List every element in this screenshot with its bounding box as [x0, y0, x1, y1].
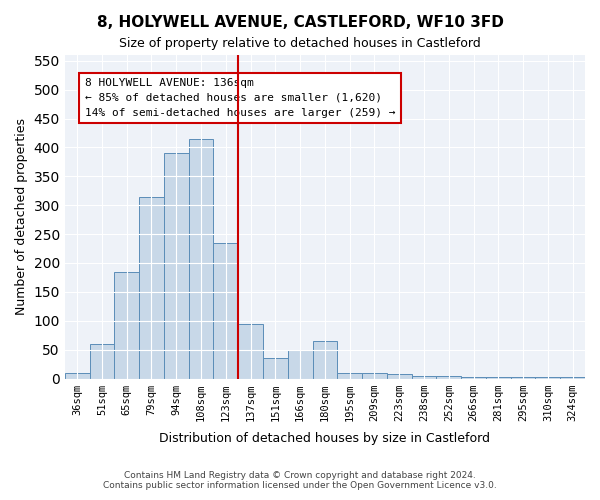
Text: 8 HOLYWELL AVENUE: 136sqm
← 85% of detached houses are smaller (1,620)
14% of se: 8 HOLYWELL AVENUE: 136sqm ← 85% of detac… — [85, 78, 395, 118]
Bar — [139, 196, 164, 378]
Bar — [288, 350, 313, 378]
Bar — [89, 344, 115, 378]
Text: Contains HM Land Registry data © Crown copyright and database right 2024.
Contai: Contains HM Land Registry data © Crown c… — [103, 470, 497, 490]
X-axis label: Distribution of detached houses by size in Castleford: Distribution of detached houses by size … — [160, 432, 490, 445]
Text: Size of property relative to detached houses in Castleford: Size of property relative to detached ho… — [119, 38, 481, 51]
Y-axis label: Number of detached properties: Number of detached properties — [15, 118, 28, 316]
Bar — [412, 376, 436, 378]
Bar — [337, 373, 362, 378]
Bar — [65, 373, 89, 378]
Bar — [313, 341, 337, 378]
Bar — [263, 358, 288, 378]
Bar — [115, 272, 139, 378]
Bar — [164, 153, 188, 378]
Bar — [387, 374, 412, 378]
Bar — [238, 324, 263, 378]
Bar — [214, 243, 238, 378]
Text: 8, HOLYWELL AVENUE, CASTLEFORD, WF10 3FD: 8, HOLYWELL AVENUE, CASTLEFORD, WF10 3FD — [97, 15, 503, 30]
Bar — [436, 376, 461, 378]
Bar — [362, 373, 387, 378]
Bar — [188, 139, 214, 378]
